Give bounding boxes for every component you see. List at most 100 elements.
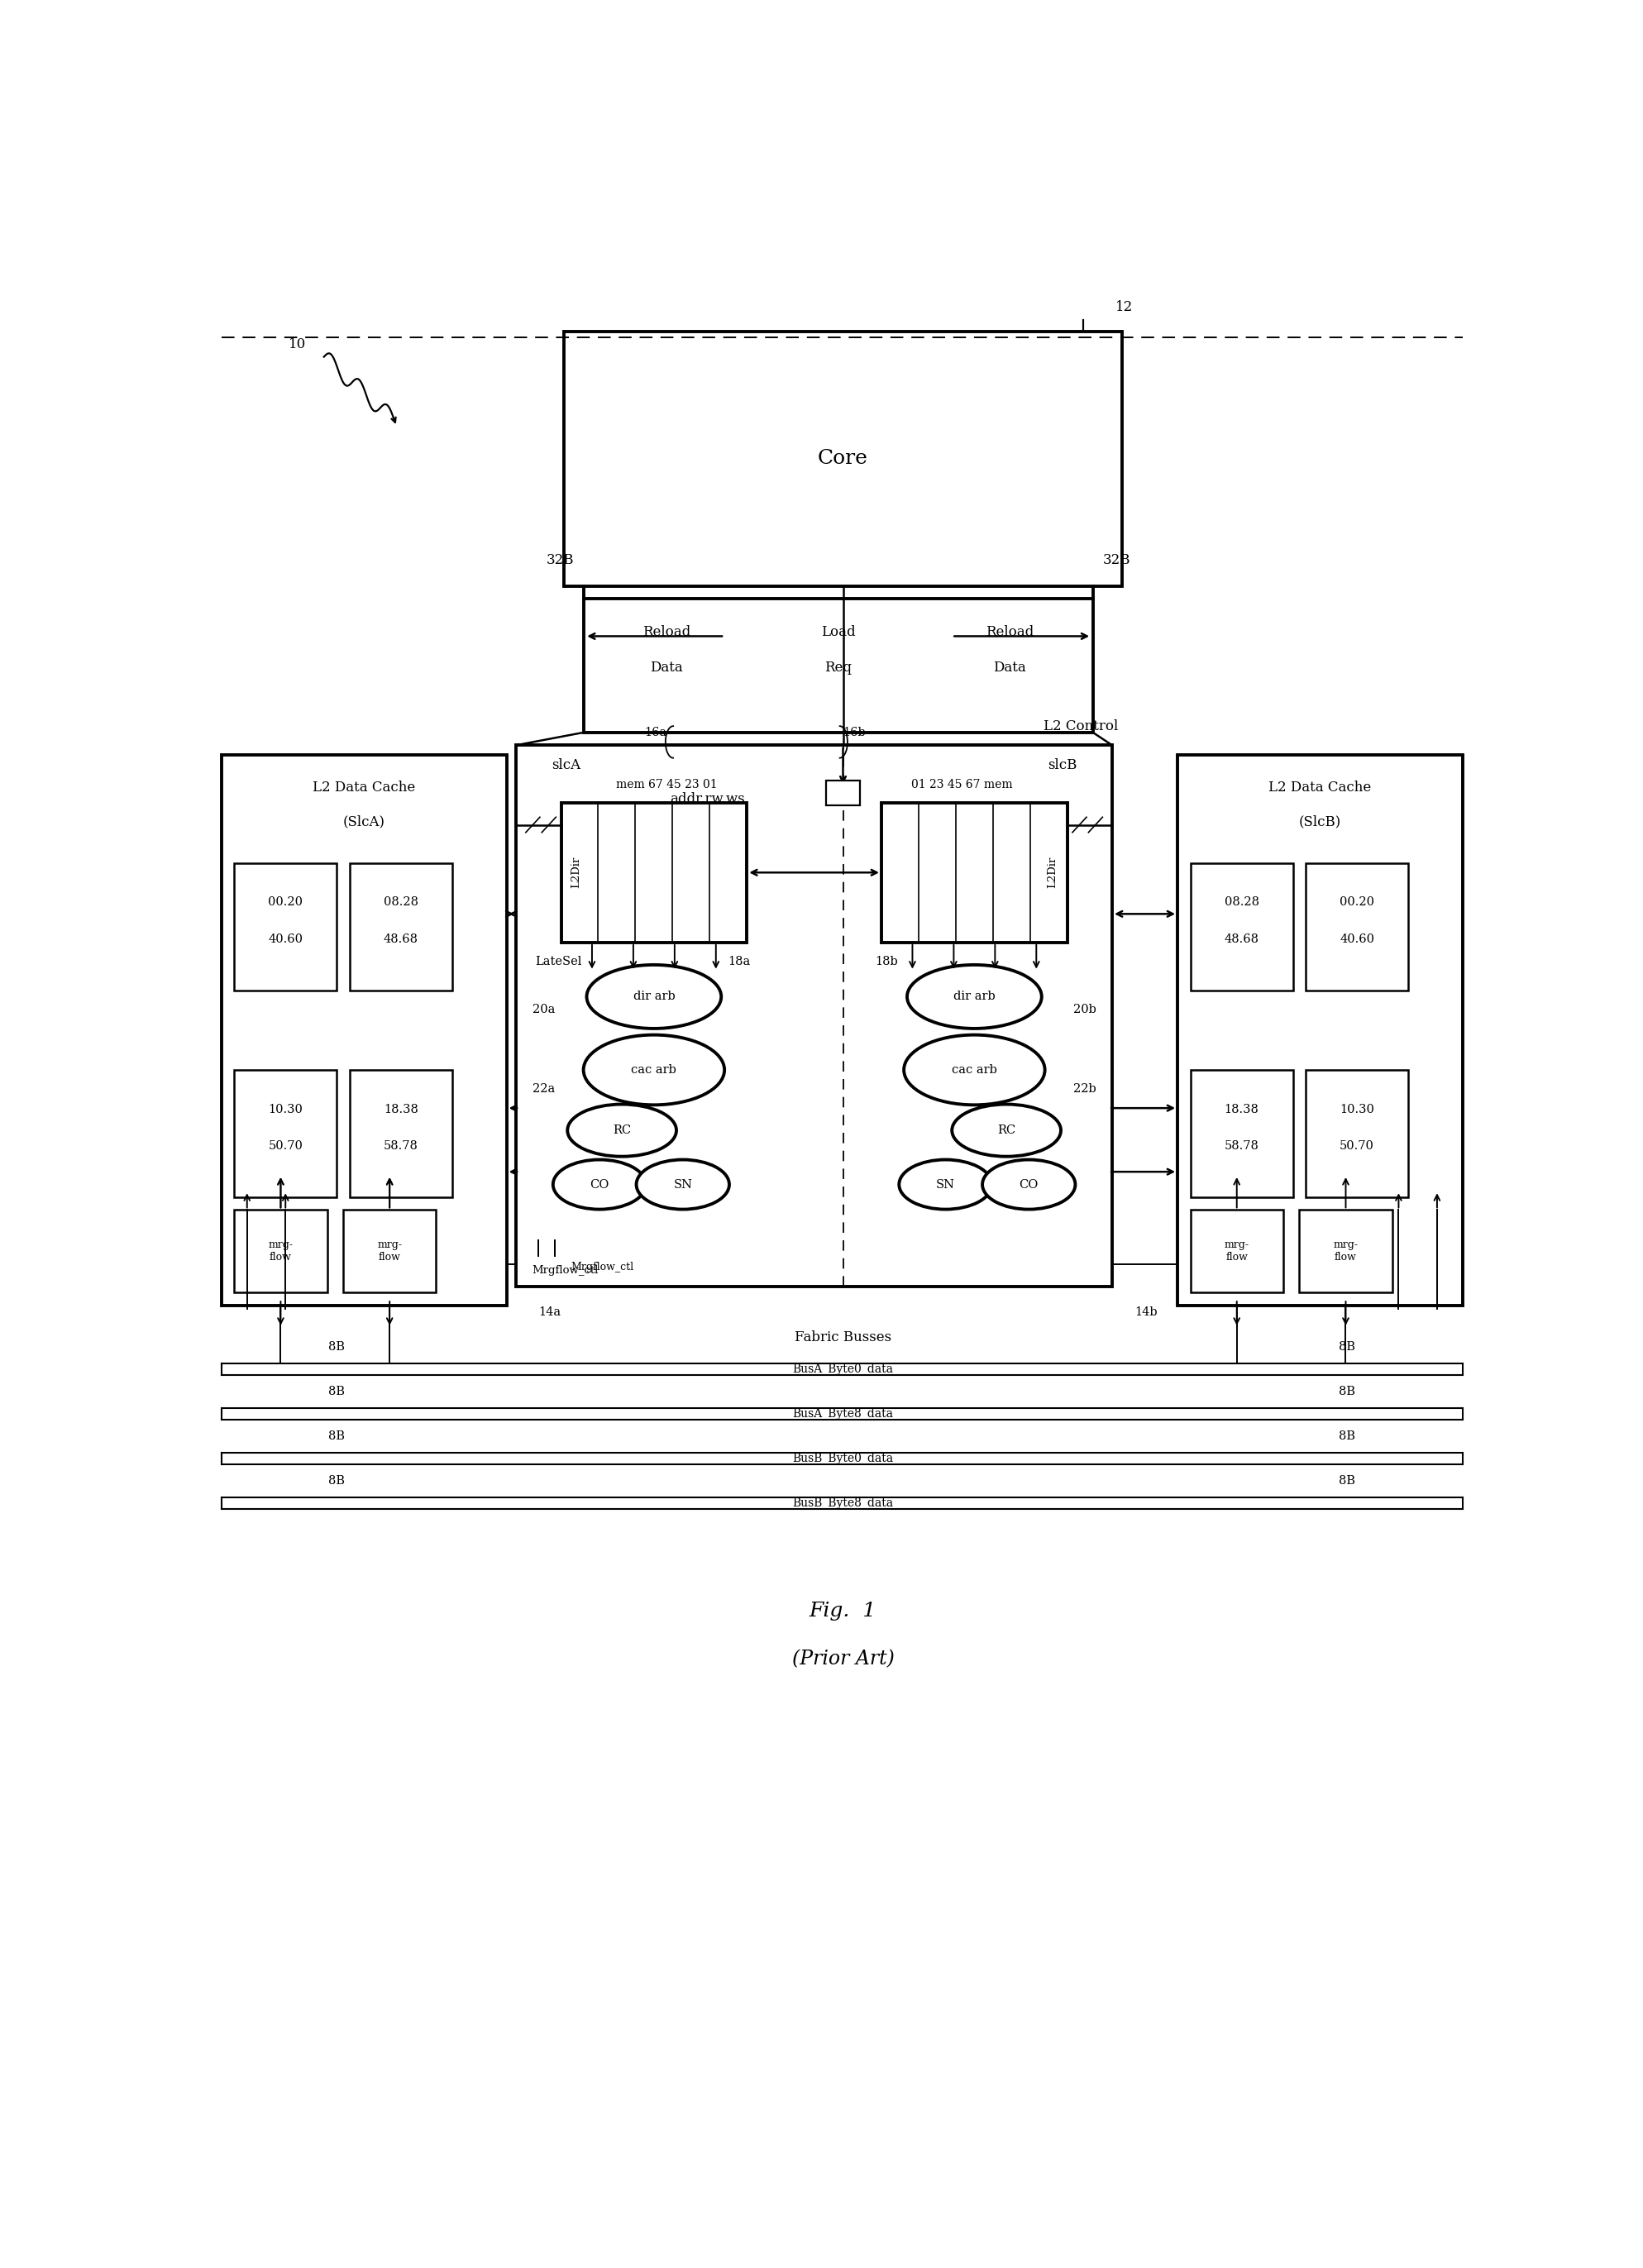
Ellipse shape [951,1105,1061,1157]
Ellipse shape [899,1159,992,1209]
Text: RC: RC [997,1125,1015,1136]
Ellipse shape [587,964,721,1027]
Text: 12: 12 [1116,299,1134,315]
Bar [1190,1070,1293,1198]
Text: (SlcA): (SlcA) [343,814,384,828]
Text: Core: Core [818,449,868,467]
Text: cac arb: cac arb [951,1064,997,1075]
Bar [560,803,748,943]
Text: 10.30: 10.30 [1339,1105,1374,1116]
Bar [235,864,337,991]
Text: mrg-
flow: mrg- flow [1224,1241,1249,1263]
Bar [564,331,1122,585]
Text: 14b: 14b [1135,1306,1157,1318]
Text: slcB: slcB [1048,758,1076,773]
Text: 8B: 8B [329,1474,345,1486]
Text: (Prior Art): (Prior Art) [792,1649,894,1669]
Bar [235,1209,327,1293]
Text: 8B: 8B [1339,1431,1355,1442]
Text: SN: SN [674,1179,692,1191]
Bar [516,746,1112,1286]
Text: 8B: 8B [1339,1340,1355,1352]
Text: 8B: 8B [1339,1386,1355,1397]
Bar [1178,755,1462,1306]
Text: L2 Data Cache: L2 Data Cache [1268,780,1372,794]
Text: CO: CO [1019,1179,1038,1191]
Text: 40.60: 40.60 [1339,934,1374,946]
Text: 58.78: 58.78 [1224,1141,1259,1152]
Text: 8B: 8B [329,1340,345,1352]
Text: 48.68: 48.68 [383,934,419,946]
Bar [1306,1070,1408,1198]
Text: Req: Req [825,660,851,674]
Text: 8B: 8B [1339,1474,1355,1486]
Bar [343,1209,435,1293]
Text: 18.38: 18.38 [1224,1105,1259,1116]
Bar [1306,864,1408,991]
Bar [350,864,452,991]
Text: cac arb: cac arb [631,1064,677,1075]
Text: BusA_Byte0_data: BusA_Byte0_data [792,1363,894,1374]
Ellipse shape [636,1159,729,1209]
Text: 16a: 16a [644,726,667,739]
Text: LateSel: LateSel [536,955,582,968]
Text: (SlcB): (SlcB) [1300,814,1341,828]
Text: Mrgflow_ctl: Mrgflow_ctl [532,1266,598,1277]
Text: Reload: Reload [986,626,1033,640]
Text: BusB_Byte8_data: BusB_Byte8_data [792,1497,894,1508]
Text: L2Dir: L2Dir [1047,857,1058,889]
Ellipse shape [567,1105,677,1157]
Text: addr.rw.ws: addr.rw.ws [670,792,744,807]
Text: 58.78: 58.78 [383,1141,417,1152]
Bar [350,1070,452,1198]
Text: 32B: 32B [545,553,573,567]
Text: 08.28: 08.28 [383,896,419,907]
Text: slcA: slcA [552,758,580,773]
Bar [222,755,506,1306]
Text: 10.30: 10.30 [268,1105,302,1116]
Ellipse shape [983,1159,1075,1209]
Text: 50.70: 50.70 [268,1141,302,1152]
Text: 32B: 32B [1102,553,1130,567]
Text: 48.68: 48.68 [1224,934,1259,946]
Text: Reload: Reload [642,626,690,640]
Text: Data: Data [651,660,683,674]
Text: Fig.  1: Fig. 1 [810,1601,877,1622]
Bar [1190,1209,1283,1293]
Text: 8B: 8B [329,1431,345,1442]
Text: 00.20: 00.20 [1339,896,1374,907]
Text: Fabric Busses: Fabric Busses [795,1331,892,1345]
Ellipse shape [583,1034,725,1105]
Text: 18a: 18a [728,955,751,968]
Text: 18b: 18b [876,955,899,968]
Bar [1300,1209,1392,1293]
Text: mem 67 45 23 01: mem 67 45 23 01 [616,778,718,792]
Text: L2 Data Cache: L2 Data Cache [312,780,416,794]
Text: mrg-
flow: mrg- flow [268,1241,292,1263]
Bar [583,599,1093,733]
Text: 8B: 8B [329,1386,345,1397]
Text: dir arb: dir arb [953,991,996,1002]
Text: BusA_Byte8_data: BusA_Byte8_data [792,1408,894,1420]
Text: L2 Control: L2 Control [1043,719,1119,733]
Text: dir arb: dir arb [633,991,675,1002]
Text: RC: RC [613,1125,631,1136]
Text: 22b: 22b [1073,1084,1096,1095]
Text: 20a: 20a [532,1005,555,1016]
Bar [1190,864,1293,991]
Ellipse shape [554,1159,646,1209]
Text: 14a: 14a [539,1306,560,1318]
Text: 08.28: 08.28 [1224,896,1259,907]
Bar [881,803,1068,943]
Bar [826,780,861,805]
Text: mrg-
flow: mrg- flow [378,1241,403,1263]
Text: 01 23 45 67 mem: 01 23 45 67 mem [910,778,1012,792]
Text: 00.20: 00.20 [268,896,302,907]
Text: Data: Data [992,660,1025,674]
Text: 16b: 16b [843,726,866,739]
Text: 20b: 20b [1073,1005,1096,1016]
Text: Mrgflow_ctl: Mrgflow_ctl [570,1261,634,1272]
Text: BusB_Byte0_data: BusB_Byte0_data [792,1452,894,1465]
Text: 40.60: 40.60 [268,934,302,946]
Text: 22a: 22a [532,1084,555,1095]
